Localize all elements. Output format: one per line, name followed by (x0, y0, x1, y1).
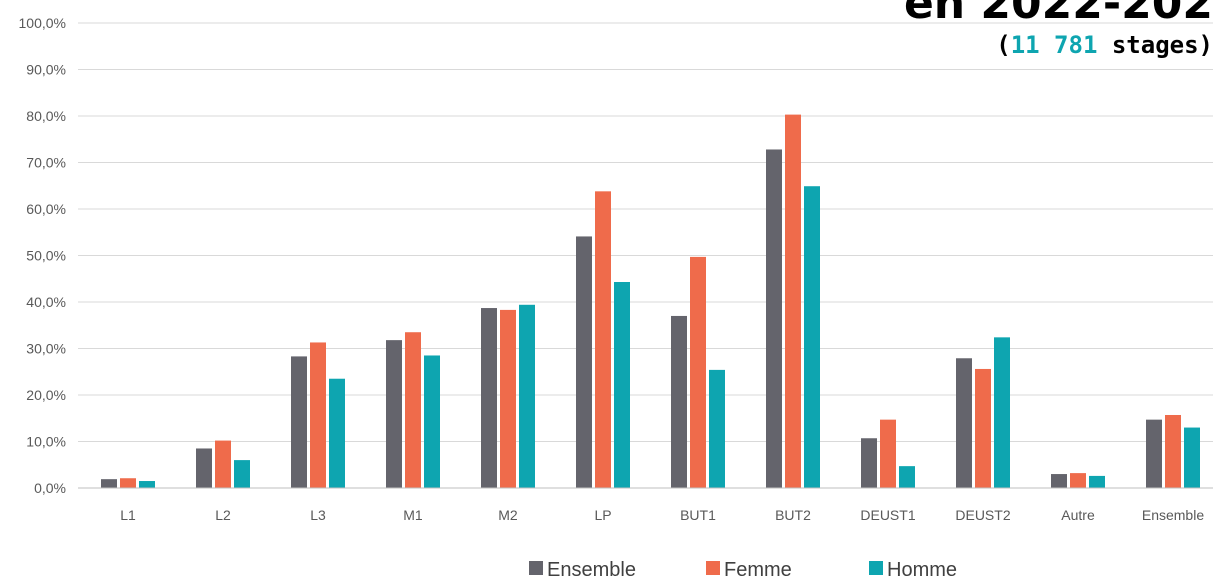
bar-femme (690, 256, 706, 488)
legend-swatch (706, 561, 720, 575)
x-tick-label: DEUST1 (860, 507, 915, 523)
bar-homme (1089, 475, 1105, 488)
bar-ensemble (196, 448, 212, 488)
legend-label: Ensemble (547, 559, 636, 577)
gridlines (78, 22, 1213, 442)
bar-femme (215, 440, 231, 488)
stage-count: 11 781 (1010, 31, 1098, 59)
x-tick-label: L2 (215, 507, 231, 523)
bar-femme (1165, 414, 1181, 488)
y-tick-label: 60,0% (26, 201, 66, 217)
x-tick-label: LP (594, 507, 611, 523)
bar-femme (785, 114, 801, 488)
bar-ensemble (766, 149, 782, 489)
bar-ensemble (386, 340, 402, 488)
bar-homme (804, 186, 820, 488)
y-tick-label: 30,0% (26, 341, 66, 357)
bar-ensemble (481, 308, 497, 488)
bar-ensemble (956, 358, 972, 488)
y-tick-label: 40,0% (26, 294, 66, 310)
bar-ensemble (861, 438, 877, 488)
bar-homme (139, 481, 155, 488)
y-tick-label: 10,0% (26, 434, 66, 450)
chart-title-box: en 2022-202 (11 781 stages) (904, 0, 1213, 60)
bar-homme (709, 369, 725, 488)
x-tick-label: L1 (120, 507, 136, 523)
y-tick-label: 0,0% (34, 480, 66, 496)
legend-label: Homme (887, 559, 957, 577)
bar-homme (899, 466, 915, 488)
x-tick-label: Autre (1061, 507, 1095, 523)
x-tick-label: Ensemble (1142, 507, 1204, 523)
bar-femme (310, 342, 326, 488)
y-tick-label: 90,0% (26, 62, 66, 78)
legend: Ensemble Femme Homme (529, 559, 957, 577)
x-tick-label: BUT1 (680, 507, 716, 523)
bar-femme (500, 309, 516, 488)
legend-label: Femme (724, 559, 792, 577)
bars (101, 114, 1200, 489)
y-axis-ticks: 0,0% 10,0% 20,0% 30,0% 40,0% 50,0% 60,0% 70,0% 8… (19, 15, 66, 496)
x-tick-label: DEUST2 (955, 507, 1010, 523)
bar-homme (1184, 427, 1200, 488)
bar-ensemble (671, 315, 687, 488)
bar-homme (234, 460, 250, 488)
x-tick-label: M2 (498, 507, 518, 523)
legend-swatch (529, 561, 543, 575)
y-tick-label: 50,0% (26, 248, 66, 264)
bar-ensemble (1146, 419, 1162, 488)
x-tick-label: L3 (310, 507, 326, 523)
bar-ensemble (291, 356, 307, 488)
x-tick-label: BUT2 (775, 507, 811, 523)
bar-homme (994, 337, 1010, 488)
bar-homme (329, 378, 345, 488)
bar-femme (975, 368, 991, 488)
bar-ensemble (576, 236, 592, 488)
bar-femme (1070, 473, 1086, 488)
bar-homme (424, 355, 440, 488)
y-tick-label: 80,0% (26, 108, 66, 124)
y-tick-label: 70,0% (26, 155, 66, 171)
bar-homme (519, 304, 535, 488)
bar-ensemble (1051, 474, 1067, 488)
x-axis-ticks: L1 L2 L3 M1 M2 LP BUT1 BUT2 DEUST1 DEUST2 Autre Ens… (120, 507, 1204, 523)
y-tick-label: 20,0% (26, 387, 66, 403)
bar-ensemble (101, 479, 117, 488)
chart-title: en 2022-202 (903, 0, 1213, 29)
bar-homme (614, 282, 630, 488)
legend-swatch (869, 561, 883, 575)
subtitle-open: ( (996, 31, 1011, 59)
y-tick-label: 100,0% (19, 15, 66, 31)
subtitle-rest: stages) (1097, 31, 1213, 59)
bar-femme (120, 478, 136, 488)
bar-femme (595, 191, 611, 488)
bar-femme (880, 419, 896, 488)
x-tick-label: M1 (403, 507, 423, 523)
chart-subtitle: (11 781 stages) (904, 30, 1213, 60)
bar-femme (405, 332, 421, 488)
